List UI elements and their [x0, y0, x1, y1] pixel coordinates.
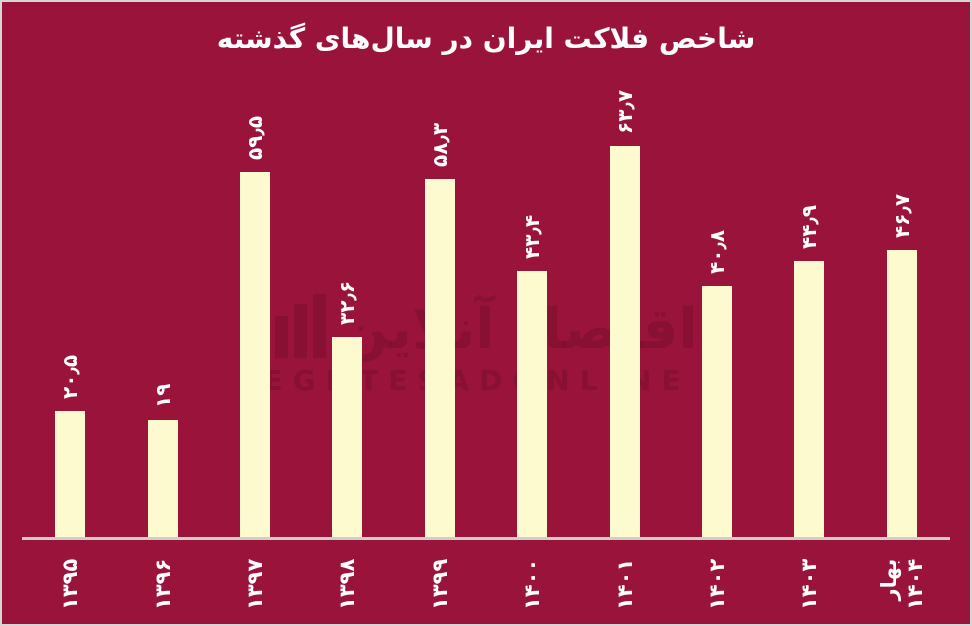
- bar-value-label: ۳۲٫۶: [335, 280, 360, 325]
- bar: [424, 179, 455, 537]
- bar-value-label: ۶۳٫۷: [612, 89, 637, 134]
- bar-value-label: ۱۹: [150, 383, 175, 408]
- x-axis-label: ۱۴۰۰: [520, 558, 545, 610]
- x-axis-label: بهار ۱۴۰۴: [876, 558, 927, 610]
- bar: [517, 271, 548, 537]
- bar: [332, 337, 363, 537]
- x-axis-line: [22, 537, 950, 540]
- bar: [702, 286, 732, 537]
- bar: [794, 261, 825, 537]
- bar-value-label: ۴۰٫۸: [705, 229, 729, 274]
- bar: [55, 411, 86, 537]
- watermark-latin-text: EGHTESADONLINE: [263, 364, 691, 397]
- watermark: اقتصاد آنلاین EGHTESADONLINE: [237, 290, 717, 397]
- x-axis-label: ۱۳۹۹: [427, 558, 452, 610]
- x-axis-label: ۱۳۹۸: [335, 558, 360, 610]
- bar: [886, 250, 917, 537]
- bar-value-label: ۴۴٫۹: [797, 204, 822, 249]
- x-axis-label: ۱۴۰۲: [705, 558, 729, 610]
- x-axis-label: ۱۳۹۶: [150, 558, 175, 610]
- bar: [240, 172, 270, 537]
- x-axis-label: ۱۴۰۳: [797, 558, 822, 610]
- chart-title: شاخص فلاکت ایران در سال‌های گذشته: [216, 22, 756, 55]
- bar-value-label: ۲۰٫۵: [58, 354, 83, 399]
- bar-value-label: ۵۹٫۵: [243, 115, 267, 160]
- bar: [147, 420, 178, 537]
- bar-value-label: ۴۳٫۴: [520, 214, 545, 259]
- bar-value-label: ۵۸٫۳: [427, 122, 452, 167]
- x-axis-label: ۱۳۹۵: [58, 558, 83, 610]
- x-axis-label: ۱۴۰۱: [612, 558, 637, 610]
- bar-value-label: ۴۶٫۷: [889, 193, 914, 238]
- x-axis-label: ۱۳۹۷: [243, 558, 267, 610]
- bar: [609, 146, 640, 537]
